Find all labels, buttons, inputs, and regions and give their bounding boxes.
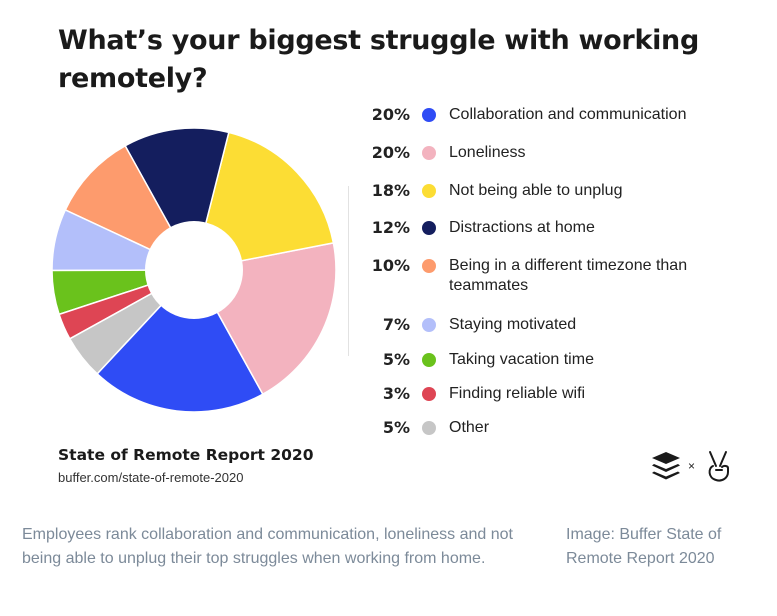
legend-percentage: 5% <box>382 418 410 437</box>
legend-swatch <box>422 318 436 332</box>
legend-swatch <box>422 353 436 367</box>
donut-hole <box>145 221 243 319</box>
legend-swatch <box>422 146 436 160</box>
legend-label: Other <box>449 419 490 436</box>
image-caption: Employees rank collaboration and communi… <box>22 526 513 567</box>
image-credit: Image: Buffer State of Remote Report 202… <box>566 526 722 567</box>
logo-separator: × <box>688 459 695 473</box>
legend-label: Finding reliable wifi <box>449 385 586 402</box>
legend-label: Being in a different timezone than teamm… <box>449 257 688 294</box>
source-url: buffer.com/state-of-remote-2020 <box>58 470 244 485</box>
legend-swatch <box>422 259 436 273</box>
legend-label: Staying motivated <box>449 316 577 333</box>
brand-logos: × <box>650 448 750 488</box>
peace-hand-logo-icon <box>708 451 729 482</box>
legend-swatch <box>422 184 436 198</box>
legend-percentage: 12% <box>371 218 410 237</box>
legend-swatch <box>422 387 436 401</box>
legend-label: Collaboration and communication <box>449 106 687 123</box>
legend-label: Taking vacation time <box>449 351 594 368</box>
legend-percentage: 20% <box>371 143 410 162</box>
legend-label: Distractions at home <box>449 219 595 236</box>
legend-percentage: 7% <box>382 315 410 334</box>
divider <box>348 186 349 356</box>
legend-percentage: 5% <box>382 350 410 369</box>
legend-percentage: 20% <box>371 105 410 124</box>
legend-label: Loneliness <box>449 144 526 161</box>
pie-slice-1 <box>96 268 264 413</box>
donut-chart <box>51 127 337 413</box>
legend-percentage: 10% <box>371 256 410 275</box>
legend-percentage: 3% <box>382 384 410 403</box>
legend-swatch <box>422 108 436 122</box>
legend-percentage: 18% <box>371 181 410 200</box>
legend-label: Not being able to unplug <box>449 182 623 199</box>
chart-title: What’s your biggest struggle with workin… <box>58 25 700 94</box>
source-title: State of Remote Report 2020 <box>58 446 314 464</box>
chart-card: What’s your biggest struggle with workin… <box>22 8 755 496</box>
legend-swatch <box>422 221 436 235</box>
legend-swatch <box>422 421 436 435</box>
buffer-logo-icon <box>652 452 680 480</box>
